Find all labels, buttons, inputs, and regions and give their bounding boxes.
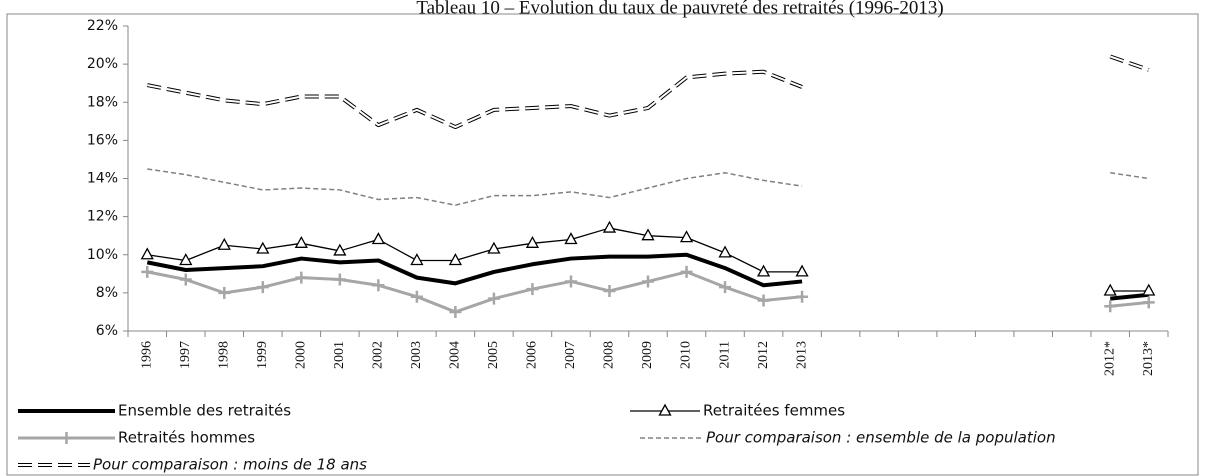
series-line-inner	[147, 55, 1150, 129]
y-tick-label: 12%	[87, 209, 118, 225]
y-tick-label: 18%	[87, 94, 118, 110]
x-tick-label: 2010	[679, 341, 694, 369]
x-tick-label: 2004	[448, 341, 463, 369]
series	[141, 265, 1155, 318]
marker-plus	[1104, 300, 1117, 313]
x-tick-label: 1996	[139, 341, 154, 369]
y-tick-label: 20%	[87, 56, 118, 72]
legend-marker	[658, 403, 672, 416]
marker-triangle	[1103, 283, 1117, 296]
marker-triangle	[140, 247, 154, 260]
legend-item: Pour comparaison : ensemble de la popula…	[640, 429, 1056, 447]
x-tick-label: 2011	[717, 341, 732, 368]
marker-triangle	[179, 253, 193, 266]
x-tick-label: 1997	[178, 341, 193, 369]
marker-triangle	[487, 241, 501, 254]
marker-triangle	[410, 253, 424, 266]
marker-triangle	[371, 232, 385, 245]
series	[140, 220, 1156, 296]
marker-triangle	[256, 241, 270, 254]
marker-plus	[333, 273, 346, 286]
marker-plus	[256, 281, 269, 294]
x-tick-label: 2013	[794, 341, 809, 369]
marker-triangle	[1142, 283, 1156, 296]
marker-triangle	[525, 235, 540, 248]
x-tick-label: 2008	[602, 341, 617, 369]
y-tick-label: 14%	[87, 171, 118, 187]
marker-triangle	[602, 220, 617, 233]
x-tick-label: 2003	[409, 341, 424, 369]
marker-triangle	[448, 253, 463, 266]
y-tick-label: 8%	[96, 285, 118, 301]
marker-plus	[642, 275, 654, 288]
marker-plus	[564, 275, 577, 288]
x-tick-label: 2002	[371, 341, 386, 369]
marker-plus	[796, 290, 809, 303]
legend-label: Pour comparaison : ensemble de la popula…	[706, 429, 1056, 447]
marker-plus	[526, 283, 539, 296]
legend-label: Retraitées femmes	[703, 402, 845, 420]
legend-item: Retraités hommes	[18, 429, 255, 447]
legend-label: Pour comparaison : moins de 18 ans	[93, 456, 367, 474]
x-tick-label: 2006	[525, 341, 540, 369]
marker-triangle	[333, 243, 347, 256]
marker-triangle	[756, 264, 771, 277]
marker-plus	[179, 273, 192, 286]
marker-plus	[295, 271, 308, 284]
legend-marker	[60, 432, 73, 444]
legend-item: Ensemble des retraités	[18, 402, 291, 420]
x-tick-label: 2013*	[1141, 341, 1156, 376]
series	[146, 54, 1150, 130]
marker-triangle	[641, 228, 655, 241]
marker-triangle	[564, 232, 578, 245]
marker-triangle	[795, 264, 809, 277]
series	[147, 168, 1149, 206]
marker-plus	[487, 292, 500, 305]
x-tick-label: 1998	[217, 341, 232, 369]
marker-plus	[372, 279, 385, 292]
marker-plus	[757, 294, 770, 307]
marker-plus	[680, 265, 693, 278]
x-tick-label: 2012*	[1102, 341, 1117, 376]
x-tick-label: 2001	[332, 341, 347, 369]
marker-triangle	[217, 237, 231, 250]
y-tick-label: 10%	[87, 247, 118, 263]
marker-plus	[1142, 296, 1155, 309]
y-tick-label: 22%	[87, 18, 118, 34]
legend-label: Ensemble des retraités	[118, 402, 291, 420]
chart-title: Tableau 10 – Évolution du taux de pauvre…	[416, 0, 943, 18]
y-tick-label: 16%	[87, 132, 118, 148]
series-line	[146, 54, 1150, 130]
x-tick-label: 1999	[255, 341, 270, 369]
series-line	[147, 168, 1149, 206]
marker-triangle	[294, 235, 308, 248]
marker-plus	[449, 305, 462, 318]
x-tick-label: 2012	[756, 341, 771, 369]
series-line	[147, 227, 1149, 292]
legend-item: Pour comparaison : moins de 18 ans	[18, 456, 367, 474]
marker-plus	[141, 265, 154, 278]
marker-plus	[719, 281, 732, 294]
chart-frame	[6, 13, 1199, 476]
x-tick-label: 2009	[640, 341, 655, 369]
marker-triangle	[679, 230, 694, 243]
y-tick-label: 6%	[96, 323, 118, 339]
x-tick-label: 2000	[294, 341, 309, 369]
legend-item: Retraitées femmes	[630, 402, 845, 420]
marker-triangle	[718, 245, 732, 258]
x-tick-label: 2007	[563, 341, 578, 369]
marker-plus	[410, 290, 423, 303]
legend-label: Retraités hommes	[118, 429, 255, 447]
x-tick-label: 2005	[486, 341, 501, 369]
series-line	[146, 270, 1149, 314]
marker-plus	[603, 284, 616, 297]
marker-plus	[218, 286, 231, 299]
